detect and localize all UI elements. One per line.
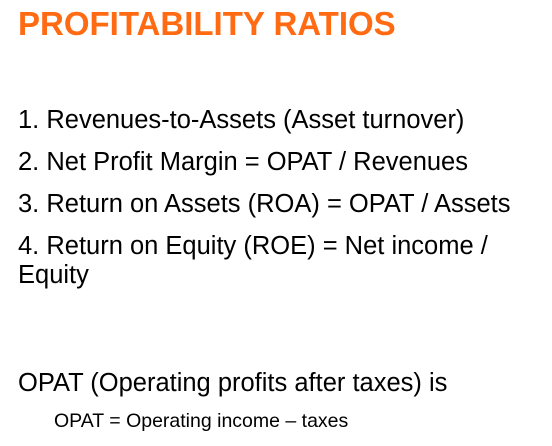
opat-definition: OPAT (Operating profits after taxes) is	[18, 369, 448, 397]
list-item: 1. Revenues-to-Assets (Asset turnover)	[18, 106, 465, 134]
list-item: 2. Net Profit Margin = OPAT / Revenues	[18, 148, 468, 176]
ratio-list: 1. Revenues-to-Assets (Asset turnover) 2…	[18, 106, 548, 303]
list-item: 3. Return on Assets (ROA) = OPAT / Asset…	[18, 190, 511, 218]
list-item: 4. Return on Equity (ROE) = Net income /…	[18, 232, 488, 289]
slide-title: PROFITABILITY RATIOS	[18, 5, 396, 42]
opat-formula: OPAT = Operating income – taxes	[54, 410, 349, 432]
